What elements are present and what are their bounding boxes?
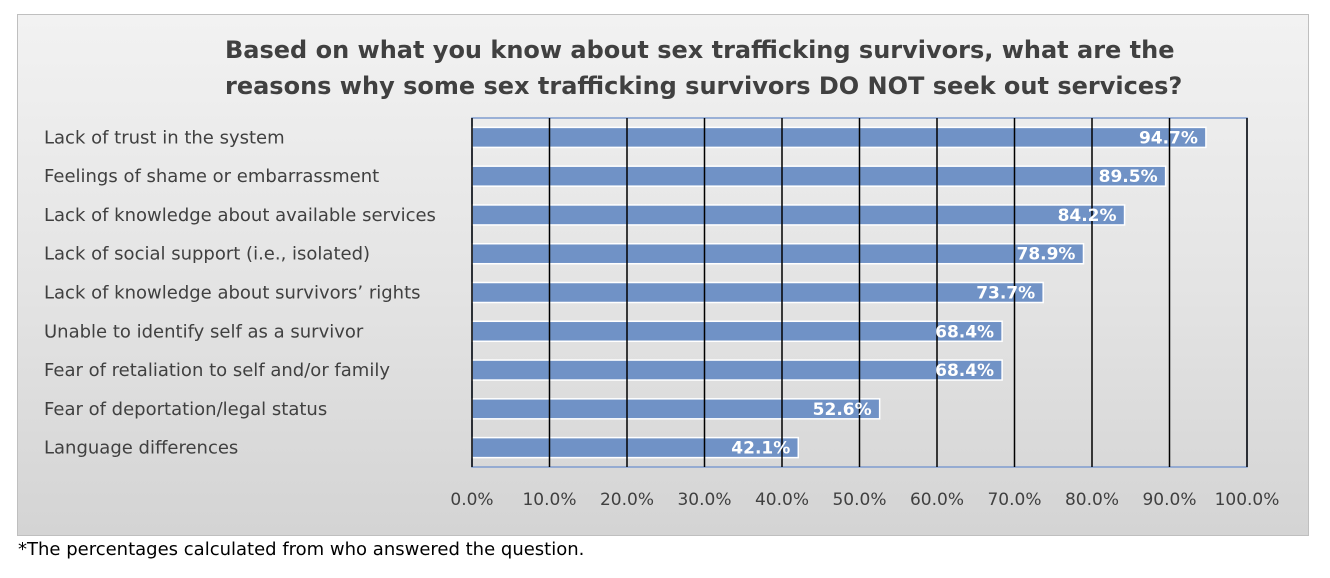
data-label: 84.2% (1058, 206, 1117, 226)
x-tick-label: 60.0% (910, 490, 964, 510)
data-label: 42.1% (731, 439, 790, 459)
x-tick-label: 70.0% (987, 490, 1041, 510)
category-label: Lack of knowledge about available servic… (44, 205, 436, 226)
data-label: 68.4% (935, 322, 994, 342)
x-tick-label: 90.0% (1142, 490, 1196, 510)
x-tick-label: 0.0% (450, 490, 493, 510)
x-tick-label: 20.0% (600, 490, 654, 510)
footnote: *The percentages calculated from who ans… (18, 539, 585, 560)
category-label: Fear of deportation/legal status (44, 399, 327, 420)
x-tick-label: 50.0% (832, 490, 886, 510)
data-label: 89.5% (1099, 167, 1158, 187)
bar (471, 281, 1044, 304)
category-label: Lack of knowledge about survivors’ right… (44, 283, 421, 304)
category-label: Lack of social support (i.e., isolated) (44, 244, 370, 265)
x-tick-label: 80.0% (1065, 490, 1119, 510)
bar (471, 165, 1167, 187)
category-label: Language differences (44, 438, 238, 459)
x-tick-label: 40.0% (755, 490, 809, 510)
data-label: 78.9% (1016, 245, 1075, 265)
data-label: 73.7% (976, 284, 1035, 304)
data-label: 94.7% (1139, 128, 1198, 148)
chart-title: Based on what you know about sex traffic… (225, 36, 1183, 100)
bar (471, 242, 1085, 265)
bar (471, 359, 1003, 381)
data-label: 68.4% (935, 361, 994, 381)
x-tick-label: 30.0% (677, 490, 731, 510)
category-label: Feelings of shame or embarrassment (44, 166, 379, 187)
bar (471, 320, 1003, 343)
category-label: Unable to identify self as a survivor (44, 321, 364, 342)
bar (471, 126, 1207, 149)
category-label: Fear of retaliation to self and/or famil… (44, 360, 390, 381)
x-tick-label: 10.0% (522, 490, 576, 510)
data-label: 52.6% (813, 400, 872, 420)
bar (471, 204, 1126, 226)
category-label: Lack of trust in the system (44, 127, 285, 148)
x-tick-label: 100.0% (1215, 490, 1280, 510)
